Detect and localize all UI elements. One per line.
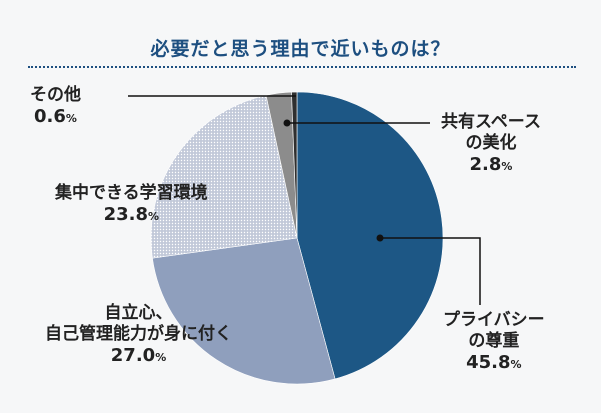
title-divider <box>28 66 576 68</box>
pie-slice-other <box>291 91 298 239</box>
chart-title: 必要だと思う理由で近いものは？ <box>150 38 451 60</box>
pie-slice-study <box>150 94 298 259</box>
label-privacy-line1: プライバシー <box>443 310 545 330</box>
pie-slice-privacy <box>296 91 444 380</box>
label-privacy: プライバシー の尊重 45.8% <box>443 310 545 375</box>
label-privacy-line2: の尊重 <box>468 331 520 351</box>
label-other-unit: % <box>65 112 77 125</box>
label-space-line2: の美化 <box>465 133 517 153</box>
leader-line-privacy <box>380 237 481 305</box>
label-independence-line1: 自立心、 <box>104 303 173 323</box>
label-study-pct: 23.8 <box>103 204 149 225</box>
label-independence-unit: % <box>155 351 167 364</box>
label-privacy-pct: 45.8 <box>466 352 511 373</box>
label-study: 集中できる学習環境 23.8% <box>55 183 208 227</box>
label-independence-line2: 自己管理能力が身に付く <box>45 324 232 344</box>
label-space-pct: 2.8 <box>469 154 502 175</box>
label-space-line1: 共有スペース <box>441 112 541 132</box>
label-study-unit: % <box>148 210 160 223</box>
pie-slice-independence <box>152 237 336 385</box>
label-other-pct: 0.6 <box>34 106 66 127</box>
label-other: その他 0.6% <box>30 85 81 129</box>
label-shared-space: 共有スペース の美化 2.8% <box>441 112 541 177</box>
label-space-unit: % <box>501 160 513 173</box>
label-independence-pct: 27.0 <box>110 345 156 366</box>
label-independence: 自立心、 自己管理能力が身に付く 27.0% <box>45 303 232 368</box>
label-privacy-unit: % <box>510 358 522 371</box>
label-study-line1: 集中できる学習環境 <box>55 183 208 203</box>
label-other-line1: その他 <box>30 85 81 105</box>
